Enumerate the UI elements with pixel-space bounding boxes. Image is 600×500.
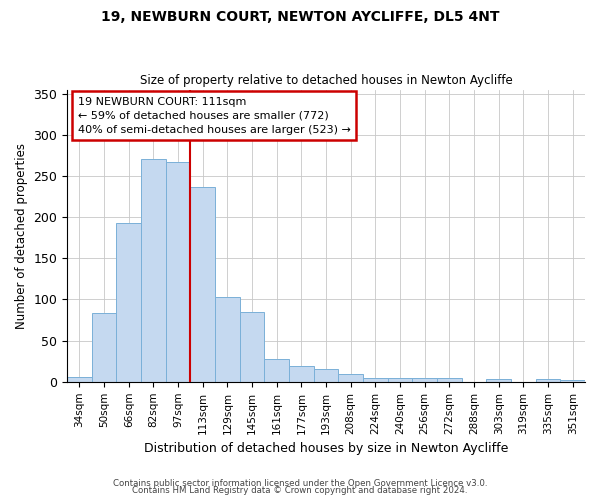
Text: Contains public sector information licensed under the Open Government Licence v3: Contains public sector information licen… [113,478,487,488]
Y-axis label: Number of detached properties: Number of detached properties [15,142,28,328]
Bar [437,378,462,382]
Bar [166,162,190,382]
Bar [190,186,215,382]
Bar [215,297,240,382]
Bar [487,380,511,382]
X-axis label: Distribution of detached houses by size in Newton Aycliffe: Distribution of detached houses by size … [144,442,508,455]
Bar [388,378,412,382]
Text: 19 NEWBURN COURT: 111sqm
← 59% of detached houses are smaller (772)
40% of semi-: 19 NEWBURN COURT: 111sqm ← 59% of detach… [77,97,350,135]
Bar [560,380,585,382]
Bar [116,223,141,382]
Bar [265,359,289,382]
Title: Size of property relative to detached houses in Newton Aycliffe: Size of property relative to detached ho… [140,74,512,87]
Bar [67,377,92,382]
Bar [536,378,560,382]
Bar [92,312,116,382]
Bar [314,370,338,382]
Bar [141,158,166,382]
Text: 19, NEWBURN COURT, NEWTON AYCLIFFE, DL5 4NT: 19, NEWBURN COURT, NEWTON AYCLIFFE, DL5 … [101,10,499,24]
Bar [289,366,314,382]
Bar [338,374,363,382]
Bar [363,378,388,382]
Bar [412,378,437,382]
Text: Contains HM Land Registry data © Crown copyright and database right 2024.: Contains HM Land Registry data © Crown c… [132,486,468,495]
Bar [240,312,265,382]
